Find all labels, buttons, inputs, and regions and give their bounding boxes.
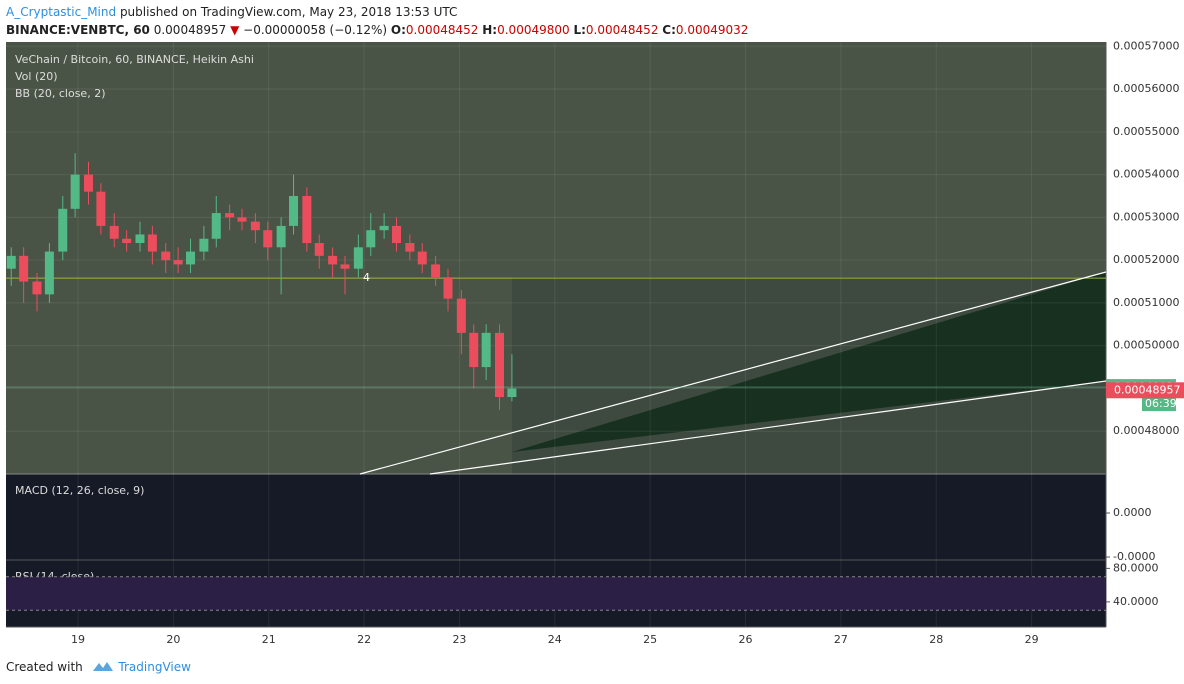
x-tick-label: 20 [166, 633, 180, 646]
logo [92, 662, 113, 671]
candle-body [122, 238, 132, 244]
symbol: BINANCE:VENBTC, 60 [6, 23, 150, 37]
rsi-band [6, 576, 1106, 611]
candle-body [237, 217, 247, 222]
l-label: L: [573, 23, 586, 37]
candle-body [507, 388, 517, 398]
macd-tick-label: 0.0000 [1113, 506, 1152, 519]
rsi-tick-label: 40.0000 [1113, 595, 1159, 608]
y-tick-label: 0.00053000 [1113, 210, 1179, 223]
candle-body [58, 208, 68, 252]
brand[interactable]: TradingView [118, 660, 191, 674]
y-tick-label: 0.00056000 [1113, 82, 1179, 95]
x-tick-label: 28 [929, 633, 943, 646]
h-label: H: [482, 23, 498, 37]
candle-body [276, 225, 286, 248]
x-tick-label: 19 [71, 633, 85, 646]
candle-body [225, 213, 235, 218]
annotation: 4 [363, 271, 370, 284]
candle-body [32, 281, 42, 295]
wedge [512, 272, 1106, 474]
price-tag [1106, 382, 1184, 399]
rsi-tick-label: 80.0000 [1113, 561, 1159, 574]
candle-body [250, 221, 260, 231]
candle-body [379, 225, 389, 231]
candle-body [211, 213, 221, 239]
y-tick-label: 0.00051000 [1113, 296, 1179, 309]
candle-body [469, 332, 479, 368]
c: 0.00049032 [675, 23, 749, 37]
x-tick-label: 27 [834, 633, 848, 646]
candle-body [366, 230, 376, 248]
countdown-tag [1142, 396, 1176, 412]
candles [6, 42, 1106, 627]
candle-body [161, 251, 171, 261]
candle-body [417, 251, 427, 265]
legend-main: VeChain / Bitcoin, 60, BINANCE, Heikin A… [15, 53, 254, 66]
o-label: O: [390, 23, 406, 37]
y-tick-label: 0.00050000 [1113, 339, 1179, 352]
candle-body [289, 195, 299, 226]
candle-body [83, 174, 93, 192]
x-tick-label: 22 [357, 633, 371, 646]
candle-body [6, 255, 16, 269]
candle-body [340, 264, 350, 269]
footer: Created with TradingView [6, 657, 191, 674]
candle-body [494, 332, 504, 398]
arrow: ▼ [230, 23, 240, 37]
candle-body [19, 255, 29, 282]
change: −0.00000058 (−0.12%) [243, 23, 388, 37]
candle-body [135, 234, 145, 244]
h: 0.00049800 [497, 23, 570, 37]
candle-body [44, 251, 54, 295]
candle-body [443, 277, 453, 299]
candle-body [328, 255, 338, 265]
x-tick-label: 23 [452, 633, 466, 646]
header: A_Cryptastic_Mind published on TradingVi… [6, 3, 748, 39]
candle-body [199, 238, 209, 252]
candle-body [173, 260, 183, 265]
o: 0.00048452 [405, 23, 479, 37]
x-tick-label: 26 [739, 633, 753, 646]
trend-line[interactable] [429, 380, 1107, 475]
x-tick-label: 25 [643, 633, 657, 646]
candle-body [314, 243, 324, 256]
price-tag-label: 0.00048957 [1114, 383, 1180, 396]
candle-body [109, 225, 119, 239]
c-label: C: [662, 23, 676, 37]
x-tick-label: 29 [1025, 633, 1039, 646]
published: published on TradingView.com, May 23, 20… [119, 5, 458, 19]
candle-body [353, 247, 363, 269]
y-tick-label: 0.00057000 [1113, 40, 1179, 52]
candle-body [456, 298, 466, 333]
chart: VeChain / Bitcoin, 60, BINANCE, Heikin A… [0, 40, 1184, 650]
macd-tick-label: -0.0000 [1113, 550, 1155, 563]
candle-body [392, 225, 402, 244]
y-tick-label: 0.00048000 [1113, 424, 1179, 437]
candle-body [70, 174, 80, 209]
countdown: 06:39 [1145, 397, 1177, 410]
candle-body [302, 195, 312, 244]
candle-body [431, 264, 441, 278]
candle-body [186, 251, 196, 265]
candle-body [405, 243, 415, 252]
candle-body [96, 191, 106, 226]
legend-bb: BB (20, close, 2) [15, 87, 106, 100]
y-tick-label: 0.00054000 [1113, 168, 1179, 181]
author[interactable]: A_Cryptastic_Mind [6, 5, 117, 19]
candle-body [263, 230, 273, 248]
y-tick-label: 0.00052000 [1113, 253, 1179, 266]
legend-macd: MACD (12, 26, close, 9) [15, 484, 144, 497]
candle-body [147, 234, 157, 252]
l: 0.00048452 [585, 23, 659, 37]
x-tick-label: 24 [548, 633, 562, 646]
last: 0.00048957 [153, 23, 227, 37]
created: Created with [6, 660, 83, 674]
candle-body [481, 332, 491, 368]
legend-vol: Vol (20) [15, 70, 58, 83]
y-tick-label: 0.00055000 [1113, 125, 1179, 138]
trend-line[interactable] [359, 271, 1107, 475]
x-tick-label: 21 [262, 633, 276, 646]
